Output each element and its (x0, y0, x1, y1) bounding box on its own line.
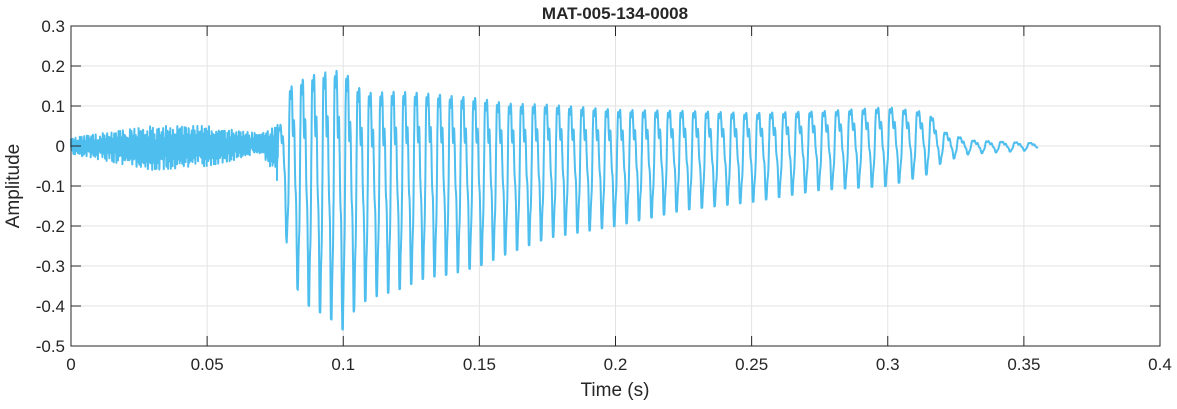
y-tick-label: -0.2 (36, 217, 65, 236)
x-tick-label: 0.2 (604, 355, 628, 374)
x-tick-label: 0.4 (1148, 355, 1172, 374)
y-tick-label: 0.1 (41, 97, 65, 116)
y-tick-label: 0.3 (41, 17, 65, 36)
ticks: 0 0.05 0.1 0.15 0.2 0.25 0.3 0.35 0.40.30.20.10-… (36, 17, 1172, 374)
y-tick-label: -0.5 (36, 337, 65, 356)
x-tick-label: 0.1 (331, 355, 355, 374)
y-tick-label: -0.4 (36, 297, 65, 316)
x-tick-label: 0.05 (191, 355, 224, 374)
chart-title: MAT-005-134-0008 (542, 4, 688, 23)
y-tick-label: -0.3 (36, 257, 65, 276)
y-tick-label: 0.2 (41, 57, 65, 76)
x-axis-label: Time (s) (581, 380, 650, 401)
x-tick-label: 0.25 (735, 355, 768, 374)
x-tick-label: 0.15 (463, 355, 496, 374)
waveform-line (70, 69, 1039, 331)
x-tick-label: 0 (66, 355, 75, 374)
y-tick-label: 0 (56, 137, 65, 156)
x-tick-label: 0.3 (876, 355, 900, 374)
y-axis-label: Amplitude (3, 144, 24, 229)
x-tick-label: 0.35 (1007, 355, 1040, 374)
y-tick-label: -0.1 (36, 177, 65, 196)
